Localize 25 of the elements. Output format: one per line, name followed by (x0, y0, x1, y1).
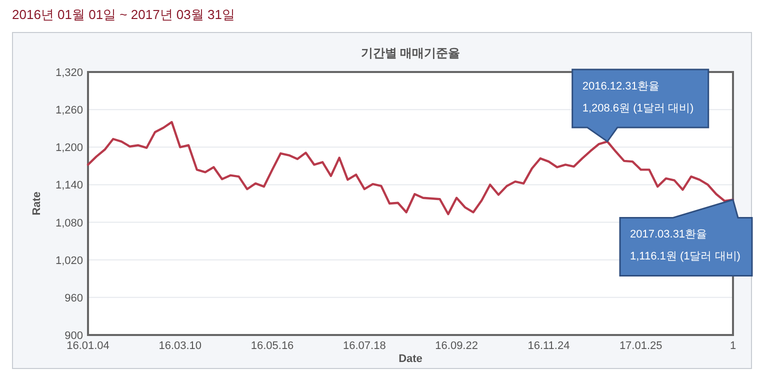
y-tick-label: 1,140 (55, 180, 83, 192)
x-tick-label: 16.03.10 (158, 340, 202, 352)
y-tick-label: 1,080 (55, 217, 83, 230)
line-series (86, 121, 734, 216)
y-tick-label: 900 (64, 330, 83, 342)
annotation: 2017.03.31환율 1,116.1원 (1달러 대비) (630, 228, 740, 263)
x-tick-label: 16.01.04 (66, 340, 110, 352)
callout: 2017.03.31환율 1,116.1원 (1달러 대비) (619, 198, 753, 276)
y-tick-label: 1,200 (55, 142, 83, 154)
x-tick-label: 16.11.24 (528, 340, 570, 352)
x-tick-label: 16.09.22 (435, 340, 478, 352)
y-tick-label: 1,260 (55, 104, 83, 117)
x-tick-label: 17.01.25 (619, 340, 662, 352)
x-axis-title: Date (398, 353, 422, 365)
x-tick-label: 1 (730, 340, 736, 352)
y-axis-title: Rate (31, 192, 43, 216)
y-tick-label: 960 (64, 292, 83, 304)
y-tick-label: 1,020 (55, 254, 83, 267)
x-tick-label: 16.05.16 (250, 340, 294, 352)
annotation: 2016.12.31환율 1,208.6원 (1달러 대비) (582, 80, 694, 115)
callout: 2016.12.31환율 1,208.6원 (1달러 대비) (572, 68, 710, 143)
y-tick-label: 1,320 (55, 67, 83, 79)
chart-title: 기간별 매매기준율 (360, 46, 460, 60)
chart-subtitle: 2016년 01월 01일 ~ 2017년 03월 31일 (12, 7, 235, 22)
x-tick-label: 16.07.18 (343, 340, 386, 352)
